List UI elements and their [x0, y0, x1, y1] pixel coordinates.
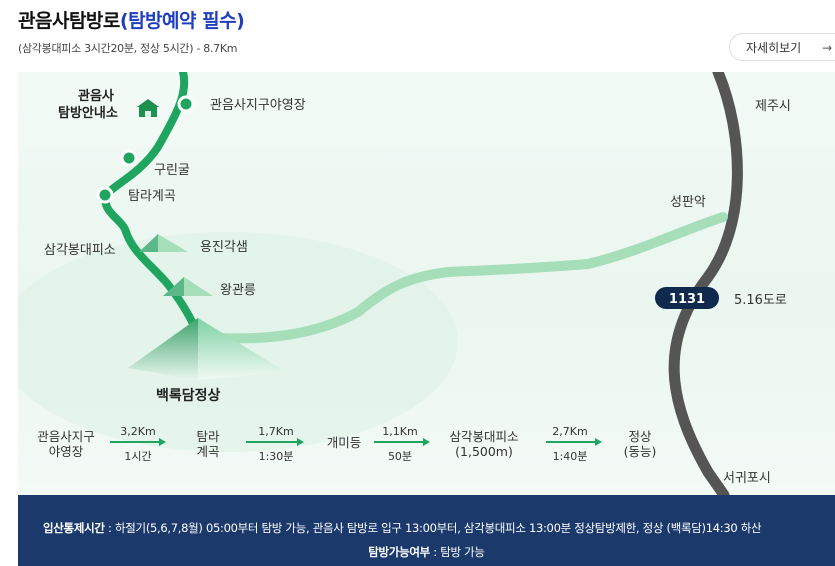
route-stop-5-line2: (동능): [624, 444, 657, 459]
label-jeju: 제주시: [755, 99, 791, 114]
segment-1-time: 1시간: [124, 450, 151, 463]
label-seongpan: 성판악: [670, 195, 706, 210]
samgak-peak-left: [139, 234, 158, 252]
route-segment-1: 3,2Km 1시간: [110, 425, 166, 463]
segment-4-distance: 2,7Km: [552, 425, 587, 438]
samgak-peak-right: [158, 234, 188, 252]
label-samgak: 삼각봉대피소: [44, 243, 116, 258]
notice-label-2: 탐방가능여부: [368, 545, 430, 559]
trail-map: 관음사 탐방안내소 관음사지구야영장 구린굴 탐라계곡 삼각봉대피소 용진각샘 …: [18, 72, 835, 495]
waypoint-gurin: [120, 149, 138, 167]
seongpanak-trail: [195, 212, 728, 344]
notice-label-1: 입산통제시간: [43, 521, 105, 535]
label-yongjin: 용진각샘: [200, 240, 248, 255]
label-campground: 관음사지구야영장: [210, 98, 306, 113]
road-516: [668, 72, 743, 495]
summit-mountain-right: [198, 318, 286, 380]
route-stop-5-line1: 정상: [628, 429, 652, 444]
arrow-right-icon: →: [822, 41, 833, 55]
route-segment-2: 1,7Km 1:30분: [246, 425, 304, 463]
route-segment-4: 2,7Km 1:40분: [546, 425, 602, 463]
segment-3-arrow-icon: [423, 438, 430, 446]
segment-1-arrow-icon: [159, 438, 166, 446]
summit-mountain-left: [128, 318, 198, 380]
notice-line-2: 탐방가능여부 : 탐방 가능: [18, 544, 835, 560]
segment-4-arrow-icon: [595, 438, 602, 446]
notice-text-1: : 하절기(5,6,7,8월) 05:00부터 탐방 가능, 관음사 탐방로 입…: [104, 521, 762, 535]
label-seogwipo: 서귀포시: [723, 471, 771, 486]
segment-2-arrow-icon: [297, 438, 304, 446]
route-stop-3: 개미등: [327, 435, 362, 450]
label-summit: 백록담정상: [156, 387, 221, 404]
notice-line-1: 입산통제시간 : 하절기(5,6,7,8월) 05:00부터 탐방 가능, 관음…: [43, 520, 762, 536]
road-number-badge: [655, 287, 719, 309]
house-icon: [137, 99, 159, 117]
waypoint-tamra: [96, 186, 114, 204]
label-info-center-2: 탐방안내소: [58, 105, 118, 121]
page-title: 관음사탐방로(탐방예약 필수): [18, 6, 245, 33]
route-segment-3: 1,1Km 50분: [374, 425, 430, 463]
label-info-center-1: 관음사: [78, 88, 114, 104]
notice-text-2: : 탐방 가능: [429, 545, 485, 559]
segment-4-time: 1:40분: [553, 450, 588, 463]
route-stop-2-line1: 탐라: [196, 429, 220, 444]
route-stop-2-line2: 계곡: [196, 444, 219, 459]
gwaneumsa-trail: [101, 72, 200, 334]
title-main: 관음사탐방로: [18, 10, 120, 32]
more-details-label: 자세히보기: [746, 41, 802, 55]
wanggwan-peak-left: [163, 277, 184, 296]
access-notice: 입산통제시간 : 하절기(5,6,7,8월) 05:00부터 탐방 가능, 관음…: [18, 495, 835, 566]
label-gurin: 구린굴: [154, 163, 190, 178]
segment-2-time: 1:30분: [259, 450, 294, 463]
segment-3-distance: 1,1Km: [382, 425, 417, 438]
segment-3-time: 50분: [388, 450, 412, 463]
road-number: 1131: [669, 292, 705, 307]
route-stop-1-line1: 관음사지구: [37, 429, 95, 444]
segment-1-distance: 3,2Km: [120, 425, 155, 438]
segment-2-distance: 1,7Km: [258, 425, 293, 438]
trail-summary: (삼각봉대피소 3시간20분, 정상 5시간) - 8.7Km: [18, 42, 238, 55]
waypoint-campground: [177, 95, 195, 113]
route-stop-4-line2: (1,500m): [455, 444, 513, 459]
label-road-name: 5.16도로: [734, 293, 787, 308]
more-details-button[interactable]: 자세히보기 →: [729, 33, 835, 61]
label-tamra: 탐라계곡: [128, 189, 176, 204]
trail-map-canvas: 관음사 탐방안내소 관음사지구야영장 구린굴 탐라계곡 삼각봉대피소 용진각샘 …: [18, 72, 791, 495]
title-emphasis: (탐방예약 필수): [119, 10, 245, 32]
route-stop-4-line1: 삼각봉대피소: [449, 429, 518, 444]
route-stop-1-line2: 야영장: [49, 444, 84, 459]
wanggwan-peak-right: [184, 277, 213, 296]
label-wanggwan: 왕관릉: [220, 283, 256, 298]
